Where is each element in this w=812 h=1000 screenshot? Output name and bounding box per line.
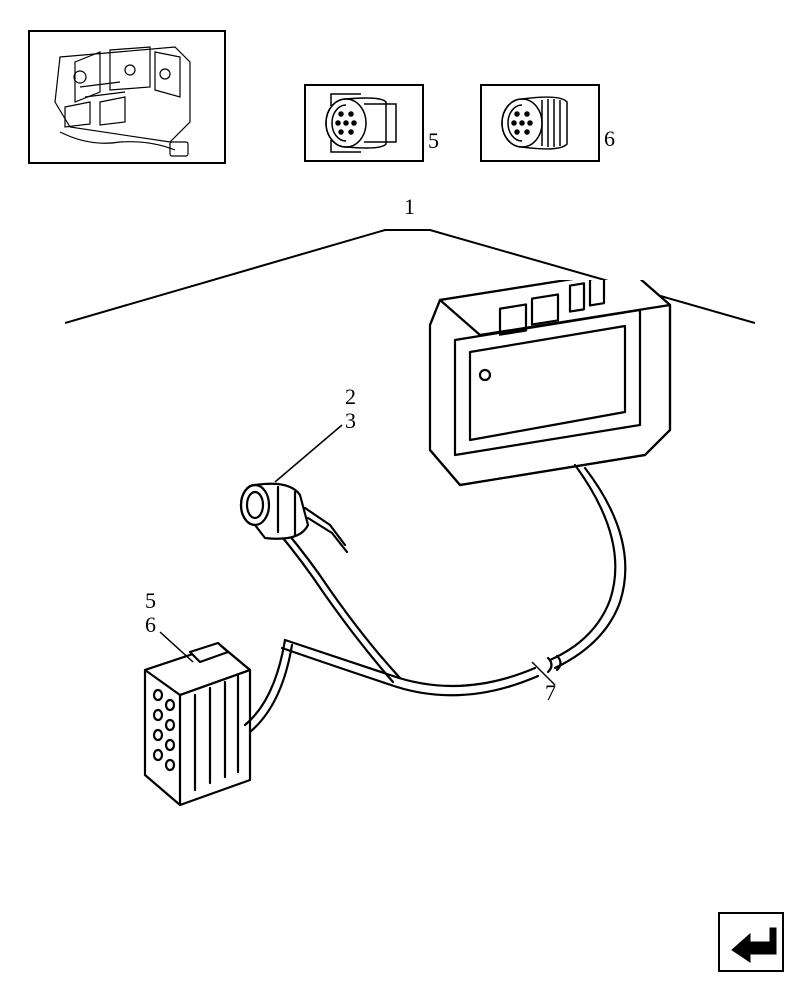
cable-icon [278, 465, 625, 695]
callout-thumb-6: 6 [604, 126, 615, 152]
nav-arrow-box[interactable] [718, 912, 784, 972]
thumbnail-connector-6 [480, 84, 600, 162]
connector-6-icon [482, 86, 598, 160]
arrow-return-icon [720, 914, 782, 970]
callout-2: 2 [345, 384, 356, 410]
callout-group-1: 1 [404, 194, 415, 220]
callout-6: 6 [145, 612, 156, 638]
thumbnail-main-assembly [28, 30, 226, 164]
thumbnail-connector-5 [304, 84, 424, 162]
main-diagram [100, 280, 720, 860]
leader-2-3 [270, 420, 350, 490]
display-unit-icon [430, 280, 670, 485]
callout-thumb-5: 5 [428, 128, 439, 154]
assembly-sketch-icon [30, 32, 224, 162]
leader-5-6 [158, 630, 198, 670]
leader-7 [530, 660, 560, 690]
callout-5: 5 [145, 588, 156, 614]
connector-5-icon [306, 86, 422, 160]
